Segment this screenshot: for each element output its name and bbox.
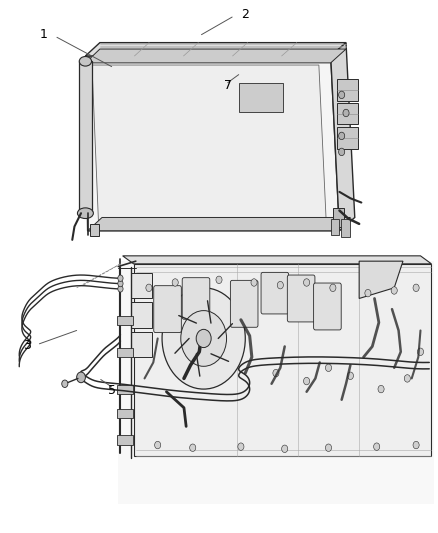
Bar xyxy=(337,127,358,149)
Circle shape xyxy=(325,364,332,372)
Circle shape xyxy=(181,311,226,366)
Circle shape xyxy=(162,288,245,389)
Circle shape xyxy=(277,281,283,289)
Polygon shape xyxy=(79,61,92,213)
Circle shape xyxy=(404,375,410,382)
Bar xyxy=(341,219,350,237)
Circle shape xyxy=(304,279,310,286)
Circle shape xyxy=(378,385,384,393)
Polygon shape xyxy=(239,83,283,112)
Bar xyxy=(117,435,133,445)
Bar xyxy=(337,79,358,101)
FancyBboxPatch shape xyxy=(287,275,315,322)
Circle shape xyxy=(196,329,211,348)
Bar xyxy=(131,273,152,298)
FancyBboxPatch shape xyxy=(182,278,210,319)
Polygon shape xyxy=(85,56,339,231)
Bar xyxy=(117,385,133,394)
Circle shape xyxy=(118,280,123,287)
Ellipse shape xyxy=(78,208,93,219)
Bar xyxy=(333,208,344,227)
Bar xyxy=(117,316,133,325)
Polygon shape xyxy=(359,261,403,298)
Text: 2: 2 xyxy=(241,9,249,21)
Circle shape xyxy=(282,445,288,453)
Circle shape xyxy=(118,275,123,281)
Polygon shape xyxy=(331,43,355,231)
Circle shape xyxy=(343,109,349,117)
Circle shape xyxy=(339,148,345,156)
Circle shape xyxy=(325,444,332,451)
FancyBboxPatch shape xyxy=(154,286,181,333)
Circle shape xyxy=(216,276,222,284)
Circle shape xyxy=(190,444,196,451)
Circle shape xyxy=(146,284,152,292)
Circle shape xyxy=(238,443,244,450)
Bar xyxy=(90,224,99,236)
FancyBboxPatch shape xyxy=(261,272,289,314)
Bar xyxy=(117,409,133,418)
Bar xyxy=(331,219,339,235)
Text: 3: 3 xyxy=(23,339,31,352)
Circle shape xyxy=(347,372,353,379)
Polygon shape xyxy=(85,43,346,56)
Text: 1: 1 xyxy=(40,28,48,41)
Circle shape xyxy=(251,279,257,286)
Polygon shape xyxy=(118,261,434,504)
Polygon shape xyxy=(123,256,431,264)
Polygon shape xyxy=(92,65,326,224)
Circle shape xyxy=(339,132,345,140)
Circle shape xyxy=(374,443,380,450)
Ellipse shape xyxy=(79,56,92,66)
Circle shape xyxy=(155,441,161,449)
Circle shape xyxy=(417,348,424,356)
Circle shape xyxy=(413,441,419,449)
Polygon shape xyxy=(85,49,346,63)
Circle shape xyxy=(339,91,345,99)
FancyBboxPatch shape xyxy=(314,283,341,330)
Circle shape xyxy=(330,284,336,292)
Bar xyxy=(131,302,152,328)
Circle shape xyxy=(365,289,371,297)
Bar xyxy=(131,332,152,357)
Circle shape xyxy=(62,380,68,387)
Text: 5: 5 xyxy=(108,384,116,397)
Bar xyxy=(337,103,358,124)
Circle shape xyxy=(77,372,85,383)
Circle shape xyxy=(273,369,279,377)
Circle shape xyxy=(304,377,310,385)
Circle shape xyxy=(118,286,123,292)
Bar xyxy=(117,348,133,357)
Polygon shape xyxy=(134,264,431,456)
Circle shape xyxy=(172,279,178,286)
Circle shape xyxy=(413,284,419,292)
Polygon shape xyxy=(88,217,350,231)
Circle shape xyxy=(391,287,397,294)
Text: 7: 7 xyxy=(224,79,232,92)
FancyBboxPatch shape xyxy=(230,280,258,327)
